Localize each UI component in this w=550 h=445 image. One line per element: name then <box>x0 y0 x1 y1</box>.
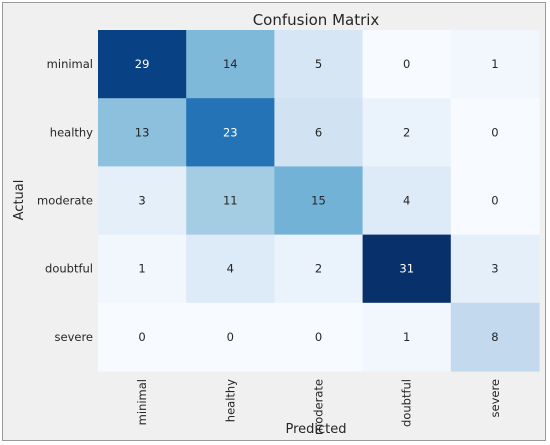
heatmap-cell <box>186 302 275 372</box>
cell-value-label: 31 <box>399 262 414 276</box>
figure-canvas: Confusion Matrix 29 14 5 0 1 13 23 6 2 0 3 11 15 4 0 1 4… <box>2 2 546 441</box>
heatmap-cell <box>362 234 452 304</box>
x-tick-label: moderate <box>312 379 326 435</box>
cell-value-label: 0 <box>491 194 498 208</box>
y-tick-label: severe <box>55 330 94 344</box>
heatmap-cell <box>98 302 187 372</box>
heatmap-cell <box>450 30 540 99</box>
chart-title: Confusion Matrix <box>253 11 380 29</box>
cell-value-label: 0 <box>315 330 322 344</box>
cell-value-label: 3 <box>138 194 145 208</box>
cell-value-label: 11 <box>223 194 238 208</box>
cell-value-label: 4 <box>403 194 410 208</box>
cell-value-label: 14 <box>223 57 238 71</box>
cell-value-label: 2 <box>315 262 322 276</box>
heatmap-cell <box>362 30 452 99</box>
heatmap-cell <box>362 98 452 167</box>
cell-value-label: 4 <box>227 262 234 276</box>
cell-value-label: 3 <box>491 262 498 276</box>
cell-value-label: 6 <box>315 125 322 139</box>
heatmap-cell <box>186 234 275 304</box>
y-tick-label: healthy <box>50 125 93 139</box>
heatmap-cell <box>274 166 364 236</box>
heatmap-cell <box>98 30 187 99</box>
heatmap-cell <box>450 302 540 372</box>
heatmap-cell <box>450 98 540 167</box>
cell-value-label: 0 <box>138 330 145 344</box>
heatmap-cell <box>274 234 364 304</box>
heatmap-cell <box>362 166 452 236</box>
y-tick-label: doubtful <box>45 262 93 276</box>
cell-value-label: 1 <box>403 330 410 344</box>
y-tick-label: moderate <box>37 194 93 208</box>
heatmap-cell <box>362 302 452 372</box>
heatmap-cell <box>274 30 364 99</box>
heatmap-cell <box>98 98 187 167</box>
cell-value-label: 2 <box>403 125 410 139</box>
cell-value-label: 0 <box>227 330 234 344</box>
cell-value-label: 8 <box>491 330 498 344</box>
cell-value-label: 5 <box>315 57 322 71</box>
heatmap-cell <box>274 98 364 167</box>
cell-value-label: 23 <box>223 125 238 139</box>
cell-value-label: 1 <box>491 57 498 71</box>
y-axis-title: Actual <box>12 180 27 221</box>
heatmap-cell <box>98 166 187 236</box>
heatmap-cell <box>186 98 275 167</box>
cell-value-label: 0 <box>491 125 498 139</box>
cell-value-label: 15 <box>311 194 326 208</box>
heatmap-cell <box>450 234 540 304</box>
confusion-matrix-chart: Confusion Matrix 29 14 5 0 113 23 6 2 03 11 15 4 01 4… <box>12 11 540 437</box>
heatmap-cell <box>98 234 187 304</box>
x-axis-title: Predicted <box>285 422 346 437</box>
heatmap-cell <box>186 166 275 236</box>
cell-value-label: 29 <box>135 57 150 71</box>
x-tick-label: doubtful <box>400 379 414 427</box>
x-tick-labels: minimal healthy moderate doubtful severe <box>135 379 502 435</box>
heatmap-cell <box>450 166 540 236</box>
heatmap-cell-labels: 29 14 5 0 113 23 6 2 03 11 15 4 01 4 2 31 30 0 0 1 8 <box>135 57 499 344</box>
x-tick-label: minimal <box>135 379 149 425</box>
cell-value-label: 13 <box>135 125 150 139</box>
x-tick-label: healthy <box>223 379 237 422</box>
cell-value-label: 0 <box>403 57 410 71</box>
y-tick-labels: minimal healthy moderate doubtful severe <box>37 57 93 344</box>
heatmap-cell <box>274 302 364 372</box>
heatmap-cells <box>98 30 540 372</box>
cell-value-label: 1 <box>138 262 145 276</box>
heatmap-cell <box>186 30 275 99</box>
y-tick-label: minimal <box>47 57 93 71</box>
x-tick-label: severe <box>488 379 502 418</box>
